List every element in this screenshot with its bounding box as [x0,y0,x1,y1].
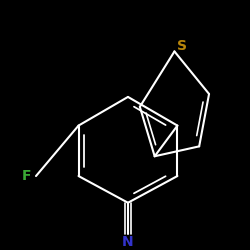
Text: N: N [122,235,134,249]
Text: S: S [177,40,187,54]
Text: F: F [21,169,31,183]
